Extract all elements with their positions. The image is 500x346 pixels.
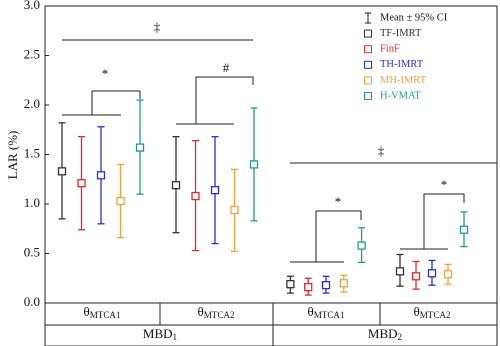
significance-mark: # bbox=[223, 60, 230, 75]
group-label-main: MBD bbox=[368, 326, 398, 341]
x-tick-label-main: θ bbox=[413, 304, 419, 319]
significance-bracket bbox=[400, 193, 465, 250]
significance-bracket bbox=[62, 90, 141, 116]
mean-marker bbox=[96, 171, 106, 180]
group-label-main: MBD bbox=[143, 326, 173, 341]
mean-marker bbox=[210, 185, 220, 195]
group-label-sub: 2 bbox=[398, 332, 403, 342]
mean-marker bbox=[339, 279, 348, 288]
legend-label: FinF bbox=[380, 44, 400, 55]
significance-mark: ‡ bbox=[378, 143, 385, 158]
mean-marker bbox=[321, 281, 331, 290]
mean-marker bbox=[191, 191, 200, 201]
legend-label: H-VMAT bbox=[380, 90, 421, 101]
y-tick-label: 0.5 bbox=[24, 244, 40, 259]
significance-bracket bbox=[176, 76, 254, 125]
x-tick-label-main: θ bbox=[197, 304, 203, 319]
mean-marker bbox=[135, 143, 145, 152]
mean-marker bbox=[304, 283, 313, 292]
legend-swatch bbox=[364, 92, 372, 100]
x-tick-label: θMTCA2 bbox=[197, 304, 235, 320]
legend-label: MH-IMRT bbox=[380, 75, 427, 86]
significance-mark: * bbox=[441, 177, 448, 192]
x-tick-label: θMTCA2 bbox=[413, 304, 451, 320]
x-tick-label: θMTCA1 bbox=[83, 304, 120, 320]
legend-label: TF-IMRT bbox=[380, 28, 422, 39]
mean-marker bbox=[427, 269, 437, 278]
mean-marker bbox=[116, 196, 125, 206]
mean-marker bbox=[357, 241, 366, 250]
mean-marker bbox=[411, 272, 421, 281]
legend-label: Mean ± 95% CI bbox=[380, 12, 448, 23]
mean-marker bbox=[171, 181, 181, 190]
legend-swatch bbox=[364, 76, 372, 85]
x-tick-label-main: θ bbox=[307, 304, 313, 319]
mean-marker bbox=[57, 167, 67, 176]
mean-marker bbox=[459, 225, 469, 234]
legend-label: TH-IMRT bbox=[380, 59, 424, 70]
y-axis-label: LAR (%) bbox=[5, 131, 20, 180]
significance-mark: * bbox=[335, 194, 342, 209]
legend-swatch bbox=[364, 45, 372, 54]
mean-marker bbox=[230, 205, 239, 215]
legend-errorbar-symbol bbox=[365, 12, 371, 24]
y-tick-label: 1.0 bbox=[24, 195, 40, 210]
significance-bracket bbox=[290, 210, 362, 263]
mean-marker bbox=[77, 179, 86, 188]
x-tick-label-sub: MTCA2 bbox=[204, 310, 235, 320]
y-tick-label: 2.0 bbox=[24, 96, 40, 111]
mean-marker bbox=[249, 160, 259, 169]
x-tick-label-sub: MTCA2 bbox=[420, 310, 451, 320]
group-label-sub: 1 bbox=[173, 332, 178, 342]
legend-swatch bbox=[364, 60, 372, 69]
plot-frame bbox=[44, 5, 498, 346]
legend-swatch bbox=[364, 29, 372, 38]
x-tick-label-sub: MTCA1 bbox=[90, 310, 121, 320]
x-tick-label-main: θ bbox=[83, 304, 89, 319]
mean-marker bbox=[395, 267, 405, 276]
mean-marker bbox=[286, 280, 295, 289]
group-label: MBD1 bbox=[143, 326, 177, 342]
y-tick-label: 1.5 bbox=[24, 145, 40, 160]
mean-marker bbox=[443, 270, 453, 279]
x-tick-label-sub: MTCA1 bbox=[314, 310, 345, 320]
significance-mark: ‡ bbox=[154, 19, 161, 34]
x-tick-label: θMTCA1 bbox=[307, 304, 344, 320]
y-tick-label: 0.0 bbox=[24, 294, 40, 309]
y-tick-label: 3.0 bbox=[24, 0, 40, 12]
significance-mark: * bbox=[102, 66, 109, 81]
y-tick-label: 2.5 bbox=[24, 46, 40, 61]
group-label: MBD2 bbox=[368, 326, 403, 342]
